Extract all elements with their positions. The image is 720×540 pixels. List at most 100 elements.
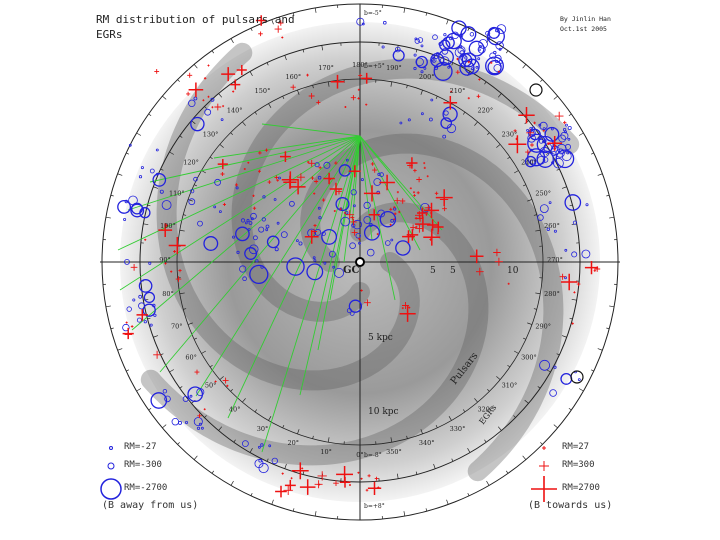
ring-tick [533, 214, 537, 216]
positive-rm-cross [243, 168, 246, 170]
negative-rm-circle [332, 265, 336, 269]
negative-rm-circle [524, 155, 537, 168]
positive-rm-cross [374, 476, 379, 481]
negative-rm-circle [420, 70, 424, 74]
negative-rm-circle [433, 61, 453, 81]
legend-towards-label-2: RM=300 [562, 460, 595, 470]
ring-tick [497, 426, 502, 431]
sightline [149, 135, 361, 183]
positive-rm-cross [310, 176, 315, 180]
spiral-arm [300, 133, 564, 482]
ring-tick [302, 49, 305, 53]
ring-tick [153, 335, 159, 338]
spiral-arm [231, 58, 580, 322]
negative-rm-circle [543, 139, 547, 143]
positive-rm-cross [494, 257, 503, 266]
positive-rm-cross [336, 466, 353, 483]
positive-rm-cross [258, 31, 263, 37]
positive-rm-cross [427, 219, 439, 231]
negative-rm-circle [335, 197, 350, 212]
sightline [227, 135, 361, 419]
longitude-label: 0° [356, 451, 363, 459]
ring-tick [271, 499, 274, 505]
ring-tick [513, 415, 516, 418]
x-tick-10: 10 [507, 266, 519, 276]
sightline [159, 135, 361, 373]
ring-tick [177, 79, 180, 82]
ring-tick [204, 106, 207, 109]
negative-rm-circle [138, 294, 143, 299]
ring-tick [218, 93, 223, 98]
negative-rm-circle [392, 49, 405, 62]
negative-rm-circle [140, 166, 144, 170]
negative-rm-circle [204, 108, 212, 116]
negative-rm-circle [247, 228, 251, 231]
positive-rm-cross [426, 175, 429, 178]
sightline [127, 135, 361, 211]
ring-tick [143, 298, 149, 301]
negative-rm-circle [312, 256, 316, 260]
negative-rm-circle [352, 219, 362, 230]
negative-rm-circle [136, 317, 142, 323]
positive-rm-cross [561, 273, 578, 291]
negative-rm-circle [352, 204, 356, 208]
ring-tick [162, 95, 167, 100]
author-credit: By Jinlin Han Oct.1st 2005 [560, 15, 611, 33]
negative-rm-circle [527, 134, 536, 143]
legend-towards-note: (B towards us) [528, 500, 613, 511]
positive-rm-cross [350, 218, 357, 226]
negative-rm-circle [130, 203, 145, 218]
negative-rm-circle [495, 41, 504, 50]
negative-rm-circle [487, 27, 505, 46]
ring-tick [527, 199, 533, 202]
legend-away-label-2: RM=-300 [124, 460, 162, 470]
negative-rm-circle [493, 50, 497, 55]
negative-rm-circle [358, 241, 361, 245]
positive-rm-cross [372, 167, 378, 173]
ring-tick [451, 62, 454, 66]
positive-rm-cross [170, 270, 173, 273]
ring-tick [179, 386, 183, 389]
lat-label-bottom-plus8: b=+8° [364, 503, 385, 510]
longitude-label: 110° [169, 189, 185, 197]
positive-rm-cross [203, 77, 207, 80]
ring-tick [561, 335, 567, 338]
negative-rm-circle [530, 159, 536, 165]
ring-tick [160, 168, 164, 171]
ring-tick [327, 81, 330, 87]
ring-tick [420, 429, 423, 435]
positive-rm-cross [533, 121, 536, 125]
negative-rm-circle [257, 445, 261, 449]
sightline [213, 135, 361, 159]
positive-rm-cross [178, 269, 182, 273]
positive-rm-cross [277, 20, 284, 26]
ring-tick [390, 437, 393, 443]
ring-tick [292, 12, 295, 16]
ring-tick [609, 305, 615, 308]
negative-rm-circle [537, 214, 544, 221]
negative-rm-circle [161, 200, 172, 210]
negative-rm-circle [414, 38, 420, 44]
longitude-label: 20° [288, 439, 300, 447]
positive-rm-cross [290, 477, 293, 480]
positive-rm-cross [321, 198, 326, 202]
negative-rm-circle [198, 422, 202, 426]
positive-rm-cross [124, 330, 133, 339]
lat-label-bottom-minus8: b=-8° [364, 452, 382, 459]
positive-rm-cross [308, 93, 315, 99]
ring-tick [553, 95, 558, 100]
positive-rm-cross [402, 302, 409, 309]
positive-rm-cross [318, 166, 322, 170]
positive-rm-cross [423, 162, 426, 165]
negative-rm-circle [280, 231, 288, 239]
negative-rm-circle [153, 313, 157, 317]
positive-rm-cross [358, 237, 361, 240]
negative-rm-circle [152, 173, 167, 187]
negative-rm-circle [323, 161, 331, 169]
positive-rm-cross [323, 172, 335, 185]
ring-tick [486, 480, 490, 486]
legend-away-note: (B away from us) [102, 500, 199, 511]
negative-rm-circle [318, 216, 322, 220]
positive-rm-cross [333, 210, 336, 212]
negative-rm-circle [345, 158, 349, 162]
